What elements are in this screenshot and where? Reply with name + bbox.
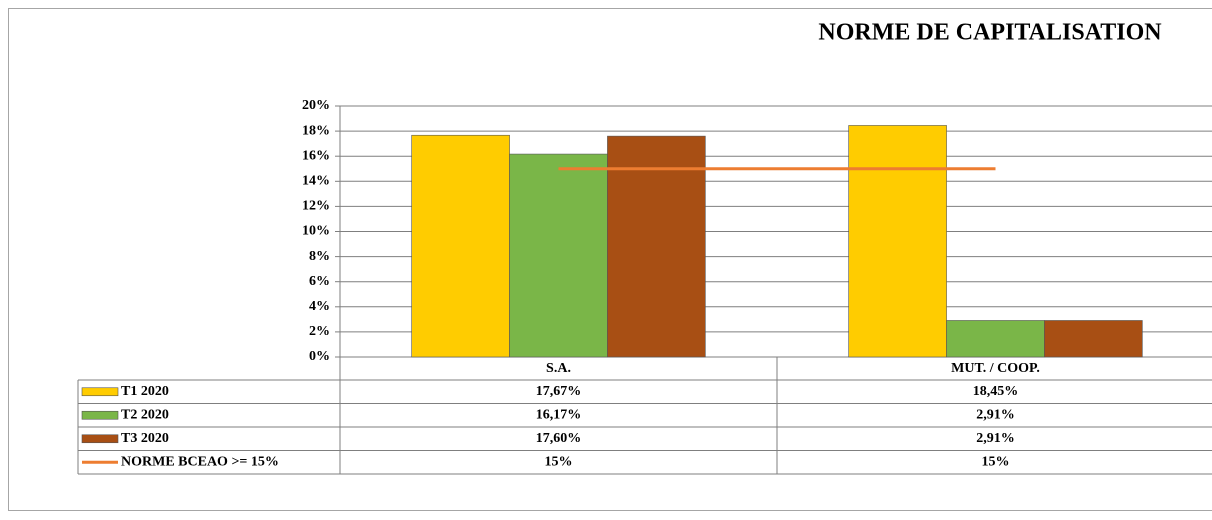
chart-title: NORME DE CAPITALISATION bbox=[818, 20, 1162, 46]
y-tick-label: 12% bbox=[302, 199, 330, 214]
y-tick-label: 16% bbox=[302, 148, 330, 163]
bar bbox=[848, 125, 947, 358]
x-tick-label: MUT. / COOP. bbox=[951, 361, 1040, 376]
table-value: 2,91% bbox=[976, 407, 1015, 422]
y-tick-label: 2% bbox=[309, 324, 330, 339]
bar bbox=[411, 134, 510, 358]
table-value: 15% bbox=[545, 454, 573, 469]
x-tick-label: S.A. bbox=[546, 361, 571, 376]
bar bbox=[607, 135, 706, 358]
table-value: 18,45% bbox=[973, 384, 1019, 399]
y-tick-label: 18% bbox=[302, 123, 330, 138]
y-tick-label: 4% bbox=[309, 299, 330, 314]
y-tick-label: 14% bbox=[302, 174, 330, 189]
y-tick-label: 10% bbox=[302, 224, 330, 239]
legend-label: T2 2020 bbox=[121, 407, 169, 422]
legend-key bbox=[81, 410, 119, 420]
table-value: 17,60% bbox=[536, 431, 582, 446]
bar bbox=[509, 153, 608, 358]
table-value: 2,91% bbox=[976, 431, 1015, 446]
y-tick-label: 8% bbox=[309, 249, 330, 264]
legend-label: T1 2020 bbox=[121, 384, 169, 399]
legend-label: T3 2020 bbox=[121, 431, 169, 446]
bar bbox=[1044, 320, 1143, 358]
table-value: 17,67% bbox=[536, 384, 582, 399]
chart-frame bbox=[8, 8, 1212, 511]
bar bbox=[946, 320, 1045, 358]
y-tick-label: 0% bbox=[309, 349, 330, 364]
legend-label: NORME BCEAO >= 15% bbox=[121, 454, 279, 469]
y-tick-label: 20% bbox=[302, 98, 330, 113]
y-tick-label: 6% bbox=[309, 274, 330, 289]
table-value: 16,17% bbox=[536, 407, 582, 422]
legend-key bbox=[81, 434, 119, 444]
table-value: 15% bbox=[982, 454, 1010, 469]
legend-key bbox=[81, 387, 119, 397]
